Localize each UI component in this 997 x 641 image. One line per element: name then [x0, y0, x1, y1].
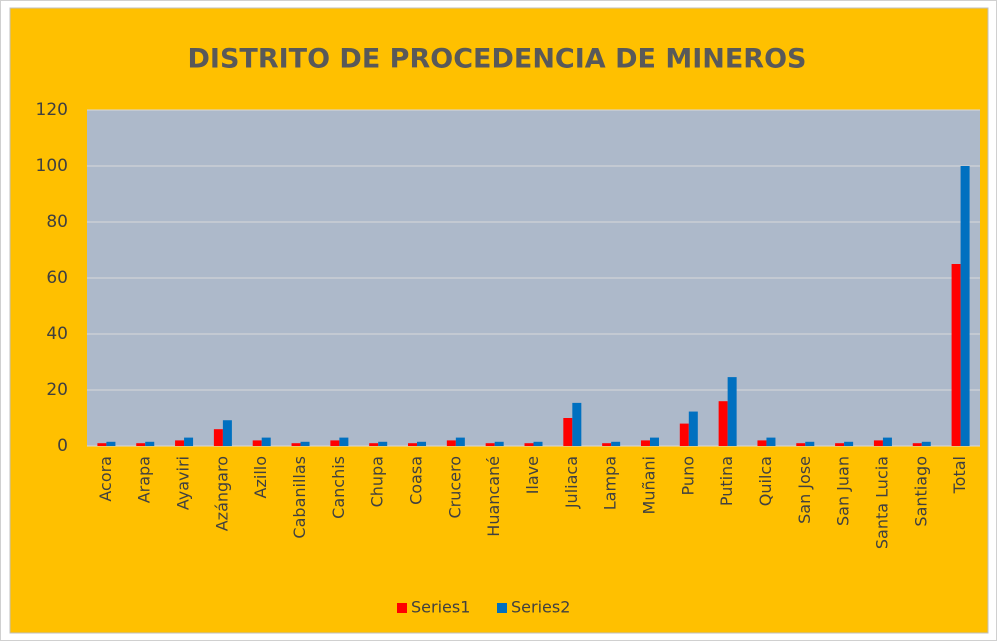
x-tick-label: San Juan	[834, 456, 853, 526]
x-tick-label: Total	[950, 456, 969, 494]
bar	[563, 418, 573, 446]
bar	[757, 440, 767, 446]
bar	[688, 411, 698, 446]
bar	[835, 443, 845, 446]
bar	[485, 443, 495, 446]
bar	[136, 443, 146, 446]
bar	[339, 437, 349, 446]
bar	[291, 443, 301, 446]
x-tick-label: Chupa	[368, 456, 387, 507]
y-tick-label: 120	[36, 100, 68, 120]
x-tick-label: Ayaviri	[174, 456, 193, 510]
bar	[611, 441, 621, 446]
bar	[261, 437, 271, 446]
y-tick-label: 60	[46, 268, 68, 288]
bar	[679, 423, 689, 446]
x-tick-label: Acora	[96, 456, 115, 502]
bar	[300, 441, 310, 446]
x-tick-label: Juliaca	[562, 456, 581, 509]
y-tick-label: 80	[46, 212, 68, 232]
bar	[718, 401, 728, 446]
x-tick-label: Muñani	[639, 456, 658, 514]
legend-swatch	[397, 603, 407, 613]
x-tick-label: Santiago	[911, 456, 930, 527]
bar	[649, 437, 659, 446]
bar	[369, 443, 379, 446]
bar	[378, 441, 388, 446]
y-tick-label: 100	[36, 156, 68, 176]
bar	[330, 440, 340, 446]
bar	[960, 166, 970, 446]
x-tick-label: Arapa	[135, 456, 154, 503]
bar	[252, 440, 262, 446]
bar	[805, 441, 815, 446]
bar	[951, 264, 961, 446]
x-tick-label: Huancané	[484, 456, 503, 537]
bar	[640, 440, 650, 446]
bar	[727, 377, 737, 446]
bar	[97, 443, 107, 446]
x-tick-label: Cabanillas	[290, 456, 309, 539]
bar	[222, 420, 232, 446]
bar	[766, 437, 776, 446]
x-tick-label: Santa Lucia	[872, 456, 891, 549]
x-tick-label: Crucero	[445, 456, 464, 519]
x-tick-label: Puno	[678, 456, 697, 495]
bar	[417, 441, 427, 446]
bar	[408, 443, 418, 446]
x-tick-label: Coasa	[407, 456, 426, 505]
y-tick-label: 0	[57, 436, 68, 456]
bar	[106, 441, 116, 446]
x-tick-label: Azillo	[251, 456, 270, 498]
bar	[494, 441, 504, 446]
bar	[572, 402, 582, 446]
y-tick-label: 20	[46, 380, 68, 400]
x-tick-label: Azángaro	[212, 456, 231, 531]
bar	[145, 441, 155, 446]
x-tick-label: San Jose	[795, 456, 814, 524]
chart-title: DISTRITO DE PROCEDENCIA DE MINEROS	[188, 44, 807, 75]
legend-label: Series2	[511, 598, 570, 617]
bar	[184, 437, 194, 446]
x-tick-label: Ilave	[523, 456, 542, 494]
legend-label: Series1	[411, 598, 470, 617]
bar	[912, 443, 922, 446]
bar	[602, 443, 612, 446]
bar	[175, 440, 185, 446]
bar	[213, 429, 223, 446]
x-tick-label: Quilca	[756, 456, 775, 506]
bar	[796, 443, 806, 446]
bar	[446, 440, 456, 446]
bar	[873, 440, 883, 446]
bar	[533, 441, 543, 446]
bar	[844, 441, 854, 446]
x-tick-label: Canchis	[329, 456, 348, 519]
bar	[882, 437, 892, 446]
bar	[921, 441, 931, 446]
bar	[455, 437, 465, 446]
bar	[524, 443, 534, 446]
x-tick-label: Lampa	[601, 456, 620, 510]
y-tick-label: 40	[46, 324, 68, 344]
legend-swatch	[497, 603, 507, 613]
x-tick-label: Putina	[717, 456, 736, 506]
